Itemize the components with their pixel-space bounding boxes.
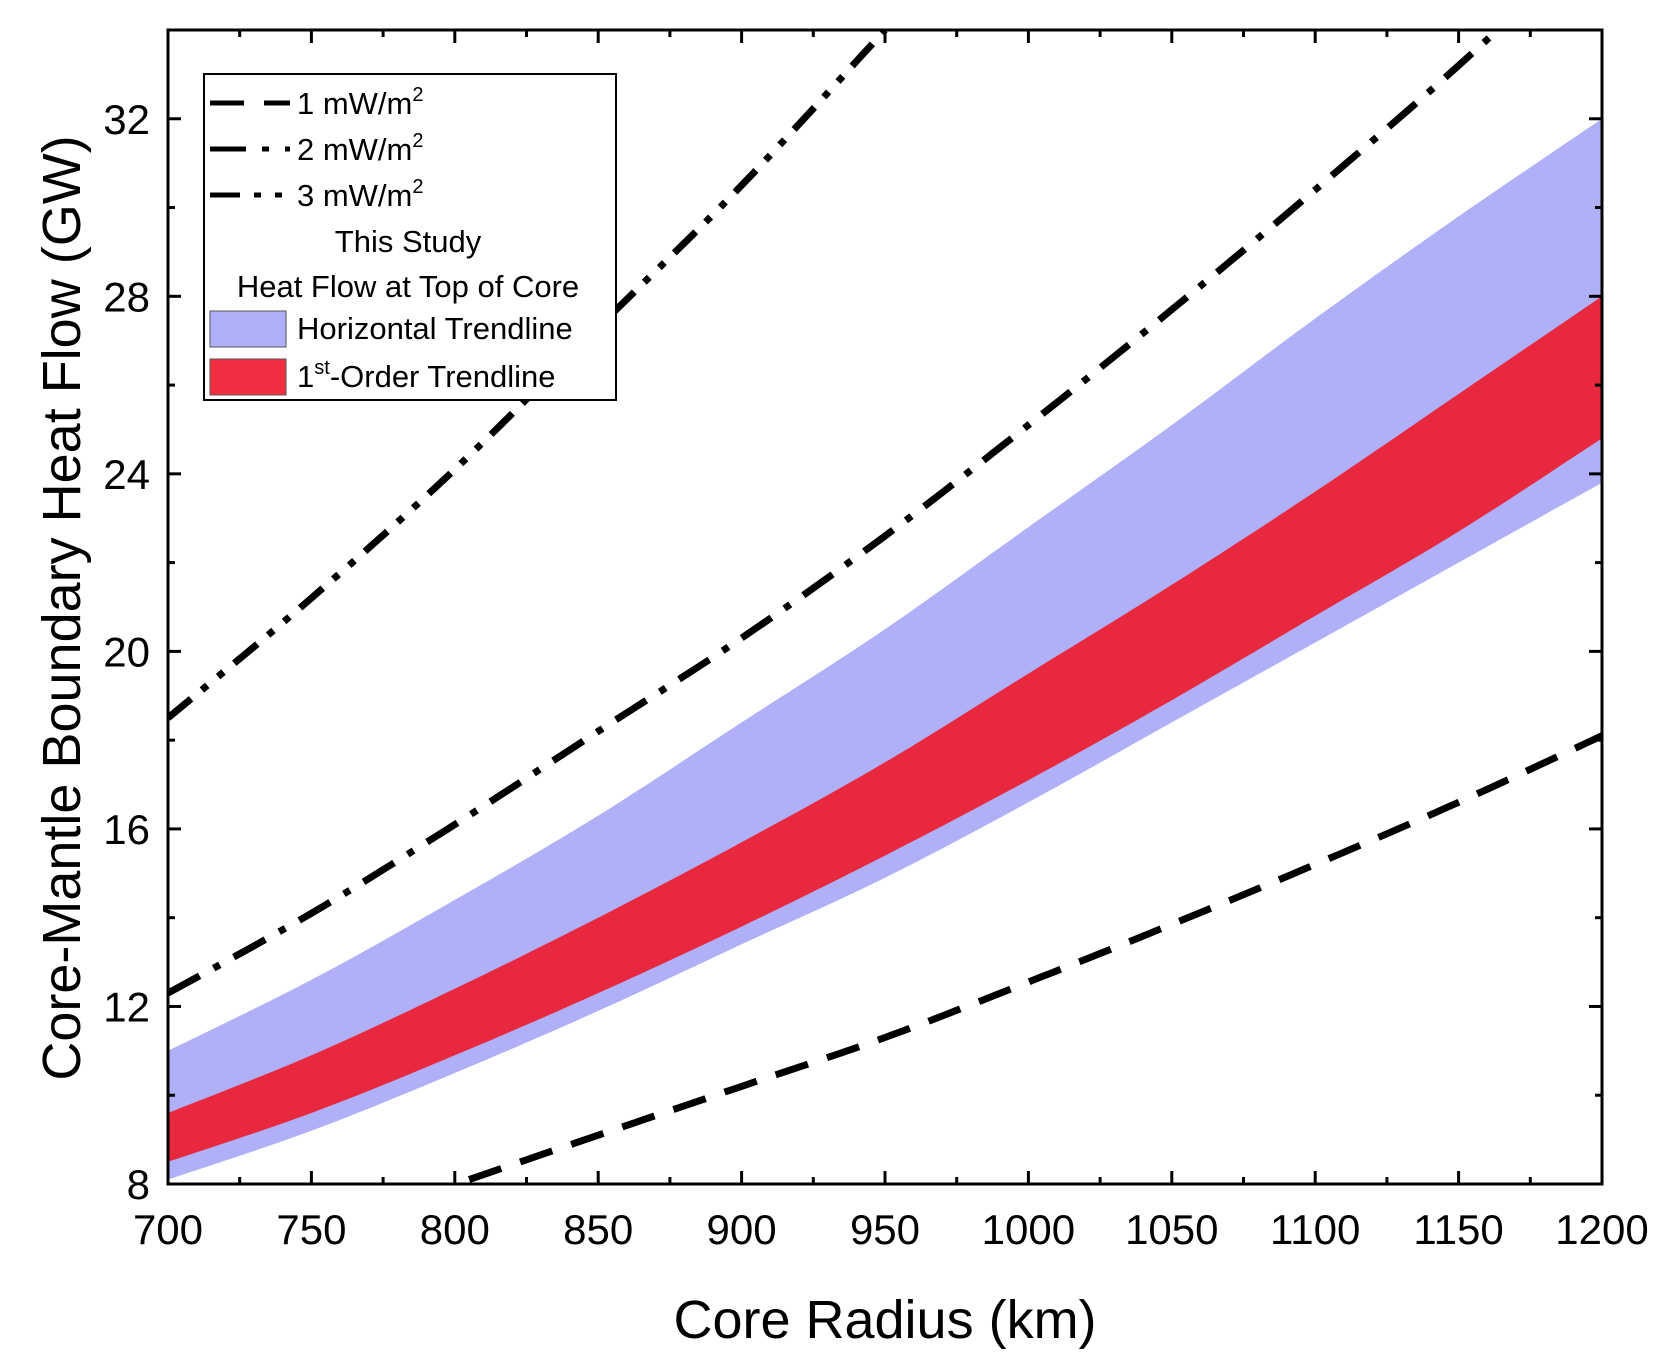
line-series-2 bbox=[168, 30, 1503, 997]
legend-label-text: Horizontal Trendline bbox=[297, 311, 573, 346]
line-series-1 bbox=[467, 732, 1602, 1183]
legend-label-sup: st bbox=[314, 357, 330, 379]
x-tick-label: 850 bbox=[563, 1206, 633, 1253]
legend-label-sup: 2 bbox=[412, 84, 423, 106]
y-tick-label: 16 bbox=[103, 806, 150, 853]
x-tick-label: 750 bbox=[276, 1206, 346, 1253]
y-axis-title: Core-Mantle Boundary Heat Flow (GW) bbox=[32, 135, 92, 1080]
x-tick-label: 1100 bbox=[1270, 1206, 1360, 1253]
band-horizontal-trendline bbox=[168, 118, 1602, 1180]
legend-label-text: 1 mW/m bbox=[297, 86, 412, 121]
ticks-layer bbox=[166, 30, 1604, 1186]
legend-label: Horizontal Trendline bbox=[297, 311, 573, 346]
legend-label-prefix: 1 bbox=[297, 359, 314, 394]
band-1st-order-trendline bbox=[168, 296, 1602, 1162]
legend-label: 3 mW/m2 bbox=[297, 176, 424, 213]
tick-labels-layer: 700 750 800 850 900 950 1000 1050 1100 1150 1200 8 1… bbox=[103, 96, 1648, 1253]
x-tick-label: 1150 bbox=[1413, 1206, 1503, 1253]
legend-label-sup: 2 bbox=[412, 176, 423, 198]
legend-label-text: 3 mW/m bbox=[297, 178, 412, 213]
y-tick-label: 20 bbox=[103, 628, 150, 675]
x-tick-label: 900 bbox=[707, 1206, 777, 1253]
legend-patch bbox=[209, 310, 287, 348]
y-tick-label: 28 bbox=[103, 273, 150, 320]
y-tick-label: 32 bbox=[103, 96, 150, 143]
x-axis-title: Core Radius (km) bbox=[673, 1290, 1096, 1350]
legend-label: 1st-Order Trendline bbox=[297, 357, 556, 394]
legend-label-sup: 2 bbox=[412, 130, 423, 152]
y-tick-label: 12 bbox=[103, 983, 150, 1030]
x-tick-label: 1200 bbox=[1555, 1206, 1648, 1253]
legend-heading: Heat Flow at Top of Core bbox=[237, 269, 579, 304]
y-tick-label: 24 bbox=[103, 451, 150, 498]
x-tick-label: 800 bbox=[420, 1206, 490, 1253]
legend-patch bbox=[209, 358, 287, 396]
legend-label-text: -Order Trendline bbox=[330, 359, 556, 394]
legend-label-text: 2 mW/m bbox=[297, 132, 412, 167]
bands-layer bbox=[168, 118, 1602, 1180]
legend-heading: This Study bbox=[335, 224, 482, 259]
legend-label: 2 mW/m2 bbox=[297, 130, 424, 167]
x-tick-label: 950 bbox=[850, 1206, 920, 1253]
x-tick-label: 1000 bbox=[982, 1206, 1075, 1253]
legend-label: 1 mW/m2 bbox=[297, 84, 424, 121]
y-tick-label: 8 bbox=[127, 1161, 150, 1208]
x-tick-label: 1050 bbox=[1125, 1206, 1218, 1253]
x-tick-label: 700 bbox=[133, 1206, 203, 1253]
